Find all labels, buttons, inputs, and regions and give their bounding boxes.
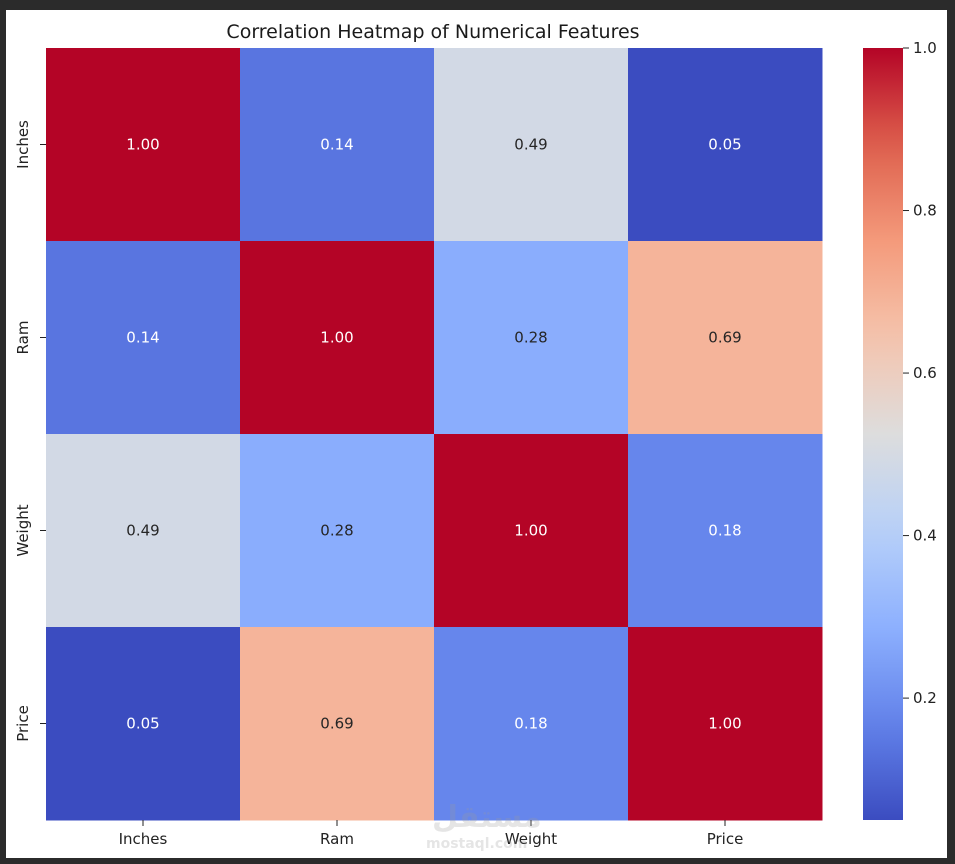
cell-value-label: 1.00	[320, 329, 353, 347]
colorbar: 0.2 0.4 0.6 0.8 1.0	[863, 39, 937, 820]
heatmap-cell	[628, 627, 823, 821]
watermark-logo: مستقل	[432, 800, 542, 835]
heatmap-cell	[46, 434, 241, 628]
cell-value-label: 0.69	[320, 715, 353, 733]
x-axis: Inches Ram Weight Price	[119, 820, 744, 848]
heatmap-cell	[46, 627, 241, 821]
cell-value-label: 1.00	[514, 522, 547, 540]
cell-value-label: 1.00	[708, 715, 741, 733]
y-tick-label: Ram	[14, 321, 32, 355]
chart-title: Correlation Heatmap of Numerical Feature…	[226, 21, 639, 43]
heatmap-cells	[46, 48, 823, 821]
heatmap-cell	[628, 48, 823, 242]
heatmap-cell	[240, 48, 435, 242]
cell-value-label: 0.05	[708, 136, 741, 154]
heatmap-cell	[628, 434, 823, 628]
cell-value-label: 1.00	[126, 136, 159, 154]
colorbar-tick-label: 0.2	[913, 689, 937, 707]
cell-value-label: 0.14	[126, 329, 159, 347]
colorbar-tick-label: 0.8	[913, 202, 937, 220]
y-tick-label: Weight	[14, 504, 32, 556]
figure-canvas: Correlation Heatmap of Numerical Feature…	[6, 10, 947, 858]
watermark: مستقل mostaql.com	[424, 800, 544, 860]
cell-value-label: 0.49	[514, 136, 547, 154]
heatmap-cell	[240, 241, 435, 435]
cell-value-label: 0.69	[708, 329, 741, 347]
x-tick-label: Price	[707, 830, 744, 848]
heatmap-cell	[434, 48, 629, 242]
heatmap-cell	[434, 434, 629, 628]
y-tick-label: Inches	[14, 120, 32, 169]
x-tick-label: Inches	[119, 830, 168, 848]
colorbar-tick-label: 0.6	[913, 364, 937, 382]
cell-value-label: 0.18	[708, 522, 741, 540]
colorbar-tick-label: 1.0	[913, 39, 937, 57]
heatmap-annotations: 1.00 0.14 0.49 0.05 0.14 1.00 0.28 0.69 0.49 0.28…	[126, 136, 741, 733]
colorbar-tick-label: 0.4	[913, 527, 937, 545]
cell-value-label: 0.49	[126, 522, 159, 540]
heatmap-cell	[434, 627, 629, 821]
heatmap-cell	[46, 48, 241, 242]
cell-value-label: 0.18	[514, 715, 547, 733]
heatmap-cell	[628, 241, 823, 435]
cell-value-label: 0.28	[514, 329, 547, 347]
heatmap-cell	[240, 434, 435, 628]
y-tick-label: Price	[14, 705, 32, 742]
cell-value-label: 0.28	[320, 522, 353, 540]
x-tick-label: Weight	[505, 830, 557, 848]
colorbar-gradient	[863, 48, 903, 820]
heatmap-cell	[46, 241, 241, 435]
watermark-text: mostaql.com	[426, 836, 528, 852]
x-tick-label: Ram	[320, 830, 354, 848]
heatmap-cell	[240, 627, 435, 821]
cell-value-label: 0.14	[320, 136, 353, 154]
cell-value-label: 0.05	[126, 715, 159, 733]
y-axis: Inches Ram Weight Price	[14, 120, 46, 742]
heatmap-cell	[434, 241, 629, 435]
heatmap-chart: Correlation Heatmap of Numerical Feature…	[14, 21, 937, 848]
